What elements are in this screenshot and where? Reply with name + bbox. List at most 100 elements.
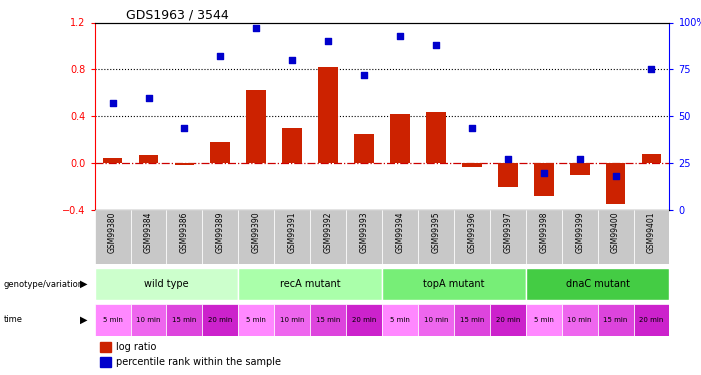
Text: topA mutant: topA mutant <box>423 279 484 289</box>
Text: GSM99397: GSM99397 <box>503 211 512 253</box>
Point <box>287 57 298 63</box>
Bar <box>606 163 625 204</box>
Point <box>395 33 406 39</box>
Text: recA mutant: recA mutant <box>280 279 341 289</box>
Bar <box>418 210 454 264</box>
Point <box>358 72 369 78</box>
Bar <box>95 268 238 300</box>
Text: GSM99395: GSM99395 <box>431 211 440 253</box>
Bar <box>274 210 310 264</box>
Text: 20 min: 20 min <box>639 316 664 322</box>
Bar <box>139 155 158 163</box>
Bar <box>203 304 238 336</box>
Bar <box>310 210 346 264</box>
Text: percentile rank within the sample: percentile rank within the sample <box>116 357 282 368</box>
Bar <box>426 112 446 163</box>
Text: 15 min: 15 min <box>316 316 341 322</box>
Bar <box>418 304 454 336</box>
Bar <box>382 268 526 300</box>
Bar <box>346 210 382 264</box>
Bar <box>130 210 167 264</box>
Point <box>251 25 262 31</box>
Bar <box>346 304 382 336</box>
Text: dnaC mutant: dnaC mutant <box>566 279 629 289</box>
Text: 5 min: 5 min <box>246 316 266 322</box>
Text: ▶: ▶ <box>80 279 88 289</box>
Text: ▶: ▶ <box>80 315 88 325</box>
Text: 20 min: 20 min <box>352 316 376 322</box>
Text: 10 min: 10 min <box>136 316 161 322</box>
Text: log ratio: log ratio <box>116 342 157 352</box>
Bar <box>498 163 517 187</box>
Bar <box>462 163 482 166</box>
Bar <box>100 357 111 368</box>
Bar <box>382 304 418 336</box>
Point <box>574 156 585 162</box>
Bar <box>238 304 274 336</box>
Text: GSM99394: GSM99394 <box>395 211 404 253</box>
Text: 5 min: 5 min <box>533 316 554 322</box>
Text: 15 min: 15 min <box>460 316 484 322</box>
Text: 10 min: 10 min <box>423 316 448 322</box>
Bar <box>238 210 274 264</box>
Bar <box>95 304 130 336</box>
Text: GSM99391: GSM99391 <box>287 211 297 253</box>
Bar <box>103 158 123 163</box>
Point <box>466 124 477 130</box>
Bar <box>597 304 634 336</box>
Text: GSM99386: GSM99386 <box>180 211 189 253</box>
Point <box>179 124 190 130</box>
Text: 5 min: 5 min <box>102 316 123 322</box>
Text: GSM99392: GSM99392 <box>324 211 333 253</box>
Text: 20 min: 20 min <box>496 316 520 322</box>
Bar <box>562 210 597 264</box>
Bar <box>597 210 634 264</box>
Point <box>215 53 226 59</box>
Point <box>143 94 154 100</box>
Point <box>107 100 118 106</box>
Text: GDS1963 / 3544: GDS1963 / 3544 <box>126 8 229 21</box>
Bar <box>570 163 590 175</box>
Bar <box>238 268 382 300</box>
Point <box>322 38 334 44</box>
Text: 15 min: 15 min <box>172 316 197 322</box>
Text: 5 min: 5 min <box>390 316 410 322</box>
Text: GSM99401: GSM99401 <box>647 211 656 253</box>
Text: GSM99400: GSM99400 <box>611 211 620 253</box>
Text: GSM99380: GSM99380 <box>108 211 117 253</box>
Point <box>538 170 550 176</box>
Bar <box>130 304 167 336</box>
Text: 20 min: 20 min <box>208 316 233 322</box>
Text: wild type: wild type <box>144 279 189 289</box>
Bar <box>310 304 346 336</box>
Bar <box>318 67 338 163</box>
Bar <box>526 304 562 336</box>
Bar <box>274 304 310 336</box>
Text: GSM99389: GSM99389 <box>216 211 225 253</box>
Point <box>430 42 442 48</box>
Text: genotype/variation: genotype/variation <box>4 280 83 289</box>
Bar <box>382 210 418 264</box>
Text: GSM99393: GSM99393 <box>360 211 369 253</box>
Text: time: time <box>4 315 22 324</box>
Bar <box>634 210 669 264</box>
Point <box>610 173 621 179</box>
Text: GSM99399: GSM99399 <box>575 211 584 253</box>
Bar <box>203 210 238 264</box>
Bar <box>354 134 374 163</box>
Text: GSM99398: GSM99398 <box>539 211 548 253</box>
Bar <box>175 163 194 165</box>
Bar <box>210 142 230 163</box>
Bar <box>641 154 661 163</box>
Text: 10 min: 10 min <box>280 316 304 322</box>
Bar <box>167 304 203 336</box>
Text: GSM99390: GSM99390 <box>252 211 261 253</box>
Bar <box>490 210 526 264</box>
Text: GSM99384: GSM99384 <box>144 211 153 253</box>
Bar <box>454 210 490 264</box>
Point <box>502 156 513 162</box>
Bar <box>100 342 111 352</box>
Bar <box>526 268 669 300</box>
Bar <box>634 304 669 336</box>
Bar <box>283 128 302 163</box>
